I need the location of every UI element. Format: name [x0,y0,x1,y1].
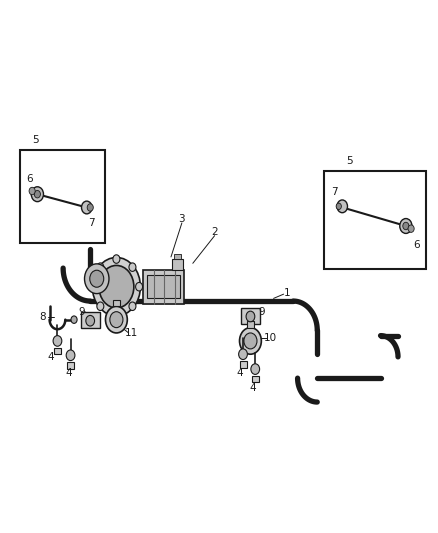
Text: 5: 5 [346,156,353,166]
Circle shape [136,282,143,291]
Bar [81,312,100,328]
Bar [247,321,254,328]
Circle shape [408,225,414,232]
Text: 4: 4 [48,352,54,362]
Bar [174,254,180,259]
Bar [240,361,247,368]
Circle shape [53,336,62,346]
Circle shape [251,364,260,374]
Text: 11: 11 [125,328,138,338]
Circle shape [92,257,141,316]
Bar [324,171,426,269]
Circle shape [34,190,40,198]
Text: 4: 4 [250,383,256,393]
Text: 9: 9 [258,306,265,317]
Circle shape [31,187,43,201]
Circle shape [71,316,77,324]
Circle shape [85,264,109,294]
Text: 7: 7 [332,188,338,198]
Circle shape [99,265,134,308]
Bar [67,362,74,368]
Circle shape [129,263,136,271]
Circle shape [403,222,409,230]
Circle shape [337,200,347,213]
Circle shape [336,203,341,209]
Circle shape [86,316,95,326]
Circle shape [66,350,75,361]
Circle shape [129,302,136,311]
Circle shape [90,270,104,287]
Text: 7: 7 [88,219,95,229]
Bar [20,150,106,243]
Circle shape [400,219,412,233]
Circle shape [240,328,261,354]
Circle shape [244,333,257,349]
Circle shape [87,204,93,211]
Text: 4: 4 [65,368,72,378]
Text: 6: 6 [413,240,420,249]
Bar [172,259,183,270]
Circle shape [97,263,104,271]
Bar [143,270,184,304]
Circle shape [90,282,97,291]
Text: 1: 1 [283,288,290,298]
Bar [241,308,260,324]
Bar [113,300,120,306]
Circle shape [239,349,247,360]
Bar [147,275,180,298]
Text: 8: 8 [39,312,46,322]
Text: 4: 4 [237,368,243,378]
Circle shape [106,306,127,333]
Text: 5: 5 [32,135,39,145]
Circle shape [110,312,123,328]
Text: 10: 10 [264,333,277,343]
Text: 3: 3 [179,214,185,224]
Circle shape [97,302,104,311]
Text: 2: 2 [211,227,218,237]
Circle shape [81,201,92,214]
Circle shape [113,255,120,263]
Bar [54,348,61,354]
Circle shape [29,187,35,195]
Bar [252,376,259,382]
Text: 9: 9 [78,306,85,317]
Circle shape [246,311,255,322]
Circle shape [113,310,120,319]
Text: 6: 6 [27,174,33,184]
